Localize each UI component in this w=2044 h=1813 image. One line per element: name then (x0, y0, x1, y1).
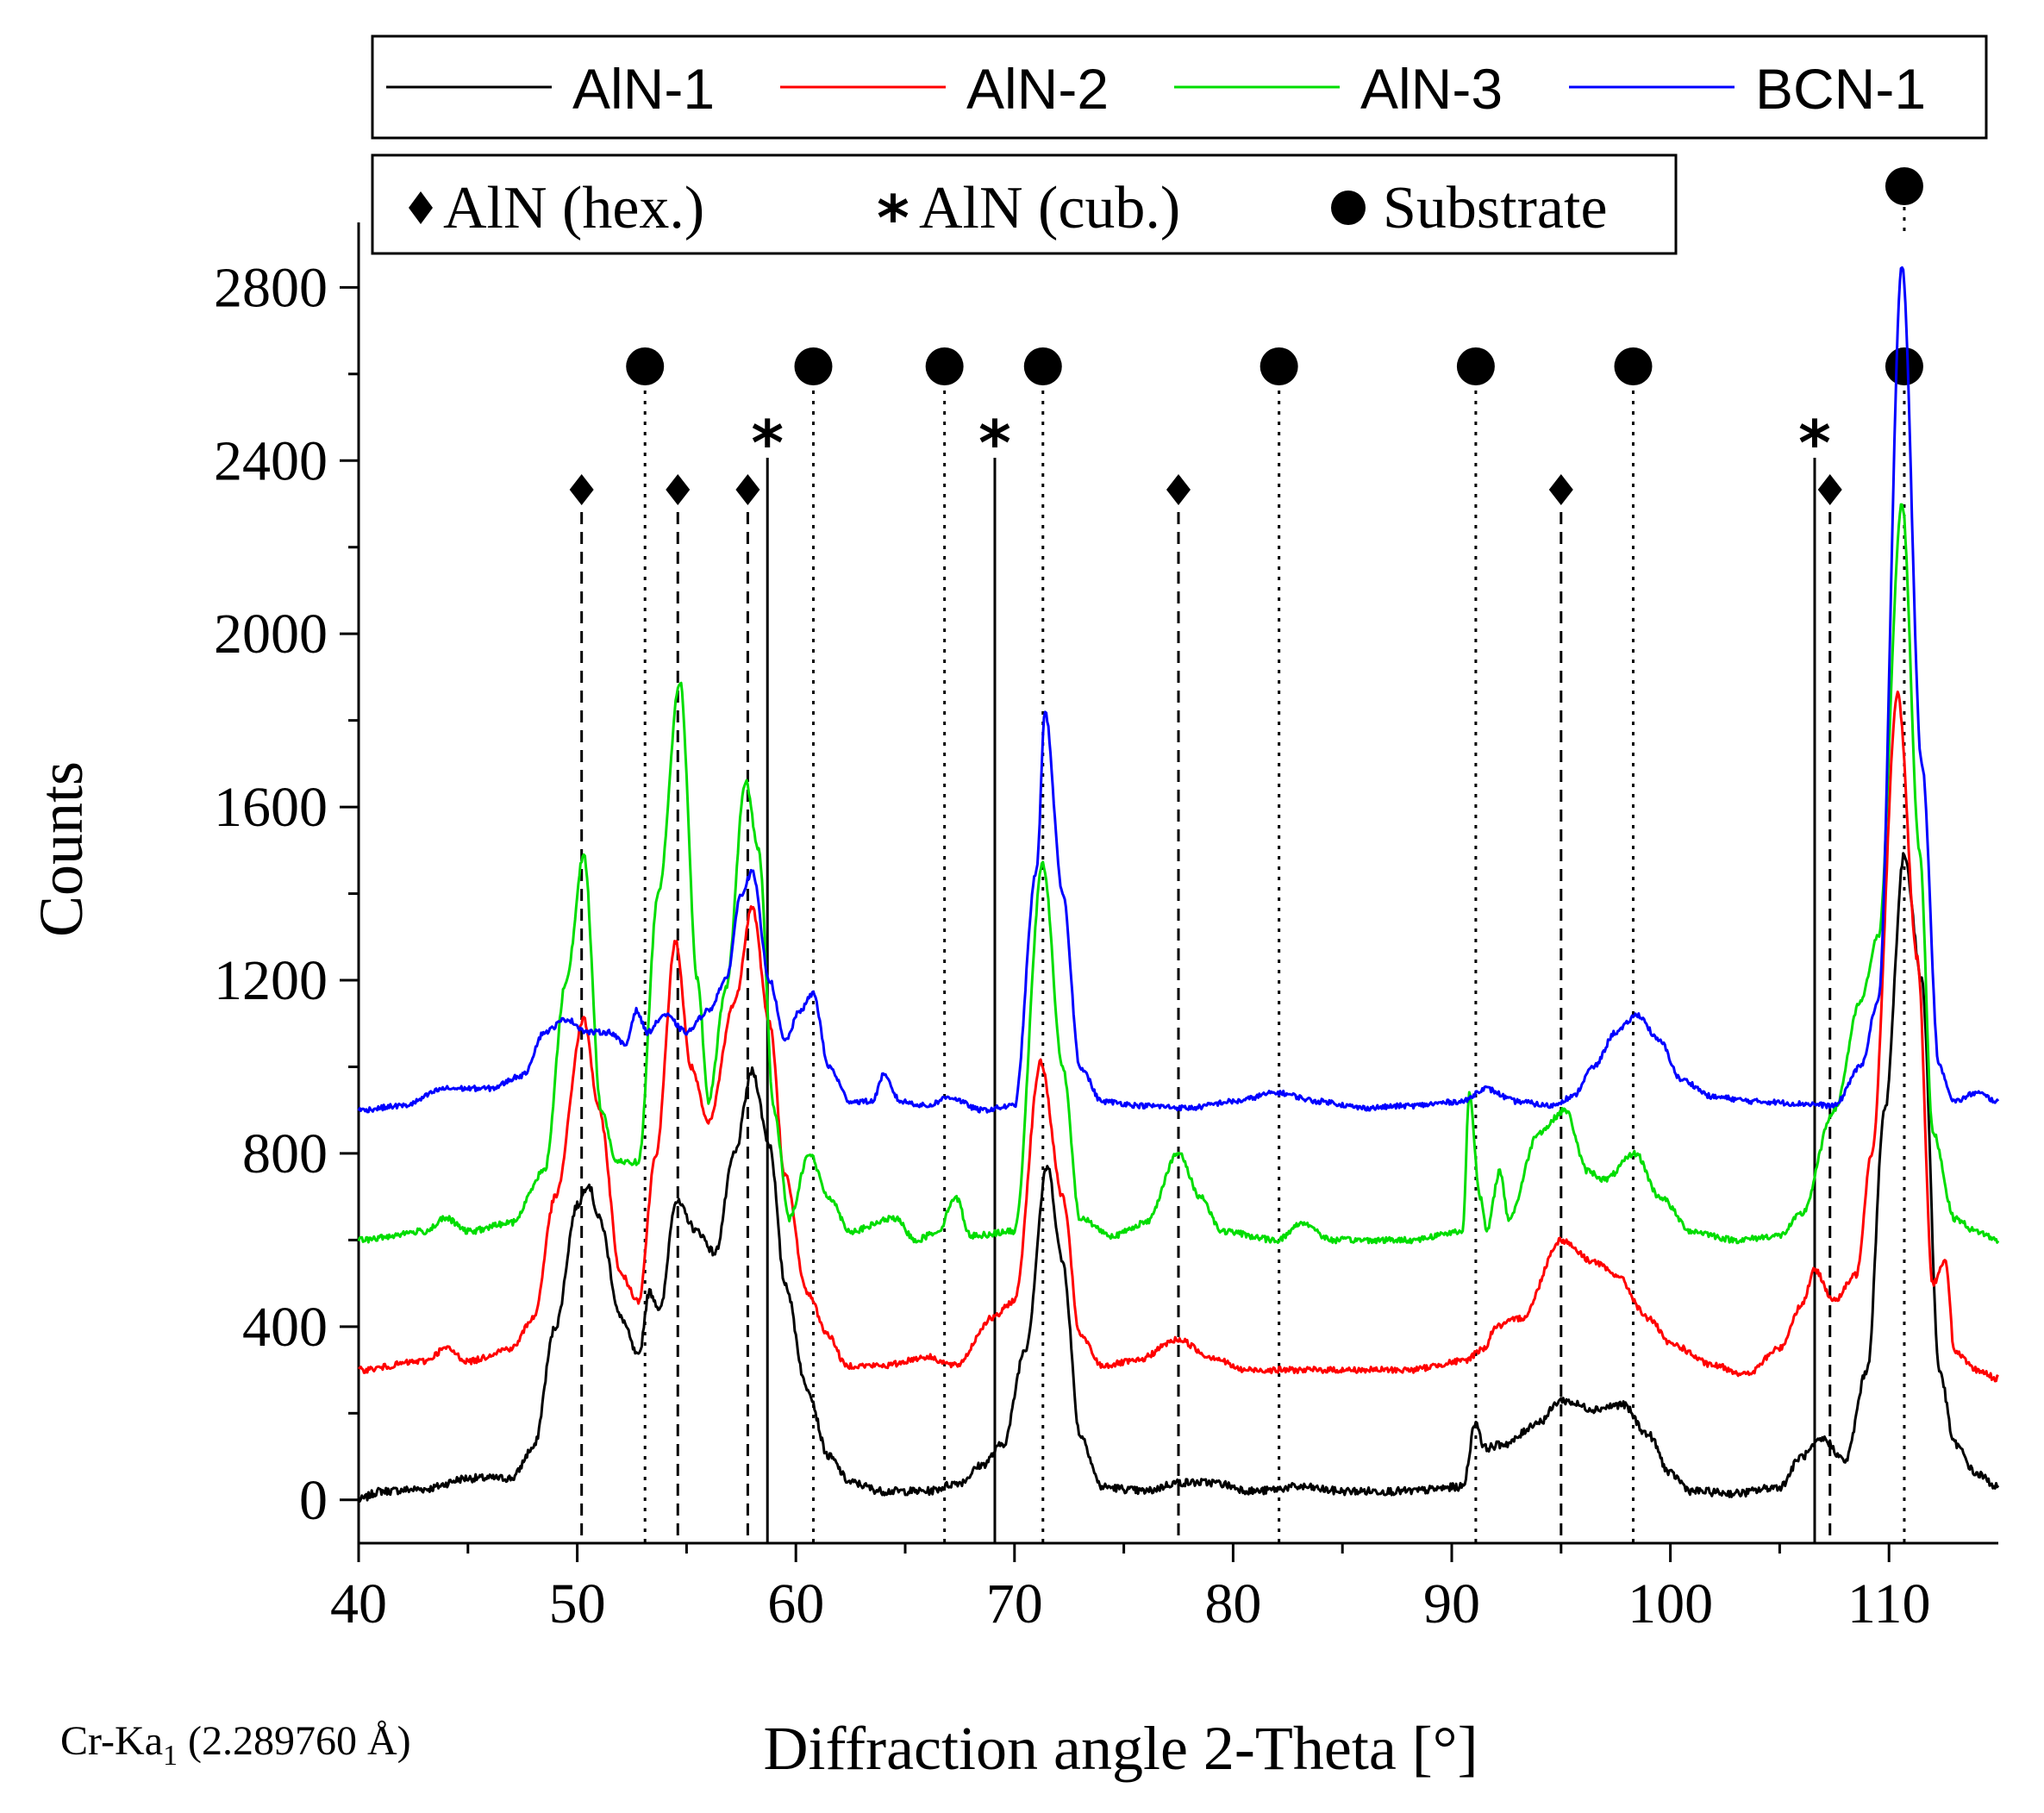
diamond-marker (1817, 474, 1842, 505)
x-tick-label: 50 (549, 1572, 606, 1635)
substrate-circle-marker (1023, 347, 1062, 385)
series-line-aln-3 (357, 503, 2000, 1245)
diamond-marker (1166, 474, 1191, 505)
phase-annotations: * * * (569, 167, 1923, 1543)
x-tick-label: 70 (986, 1572, 1043, 1635)
x-tick-label: 100 (1628, 1572, 1713, 1635)
y-tick-label: 1200 (214, 949, 328, 1012)
legend-diamond-icon (409, 191, 433, 224)
diamond-marker (735, 474, 760, 505)
legend-label-substrate: Substrate (1383, 175, 1608, 241)
x-tick-label: 40 (330, 1572, 387, 1635)
substrate-circle-marker (1260, 347, 1298, 385)
legend-label-aln-cub: AlN (cub.) (919, 175, 1180, 241)
y-tick-label: 2400 (214, 429, 328, 492)
radiation-prefix: Cr-Ka (60, 1718, 163, 1764)
radiation-suffix: (2.289760 Å) (178, 1718, 411, 1764)
star-marker: * (1798, 407, 1831, 479)
phase-legend: AlN (hex.) * AlN (cub.) Substrate (371, 153, 1678, 255)
series-line-aln-2 (358, 691, 2000, 1383)
series-line-aln-1 (357, 852, 2000, 1503)
y-tick-label: 2800 (214, 256, 328, 319)
x-tick-label: 90 (1423, 1572, 1480, 1635)
legend-label-aln1: AlN-1 (572, 57, 715, 121)
y-tick-label: 800 (242, 1122, 328, 1185)
radiation-subscript: 1 (163, 1740, 178, 1772)
x-tick-label: 110 (1847, 1572, 1931, 1635)
axes (340, 222, 1998, 1562)
legend-circle-icon (1331, 191, 1366, 225)
series-legend: AlN-1 AlN-2 AlN-3 BCN-1 (371, 34, 1988, 140)
diamond-marker (569, 474, 594, 505)
legend-star-icon: * (877, 182, 909, 254)
substrate-circle-marker (1885, 167, 1923, 205)
x-tick-label: 60 (767, 1572, 824, 1635)
y-tick-label: 2000 (214, 603, 328, 666)
series-line-bcn-1 (357, 266, 2000, 1114)
tick-labels: 40 50 60 70 80 90 100 110 0 400 800 1200 1600 2000 240… (214, 256, 1930, 1635)
series-lines (357, 266, 2000, 1503)
diamond-marker (1548, 474, 1573, 505)
phase-legend-box (371, 153, 1678, 255)
substrate-circle-marker (1614, 347, 1653, 385)
radiation-footnote: Cr-Ka1 (2.289760 Å) (60, 1718, 411, 1772)
y-axis-title: Counts (27, 761, 96, 937)
y-tick-label: 0 (299, 1469, 328, 1532)
x-tick-label: 80 (1204, 1572, 1261, 1635)
legend-label-aln-hex: AlN (hex.) (443, 175, 704, 241)
star-marker: * (978, 407, 1011, 479)
y-tick-label: 400 (242, 1296, 328, 1359)
substrate-circle-marker (626, 347, 665, 385)
legend-label-aln2: AlN-2 (966, 57, 1109, 121)
y-tick-label: 1600 (214, 776, 328, 839)
x-axis-title: Diffraction angle 2-Theta [°] (763, 1714, 1478, 1783)
star-marker: * (751, 407, 784, 479)
substrate-circle-marker (925, 347, 964, 385)
legend-label-bcn1: BCN-1 (1755, 57, 1926, 121)
legend-label-aln3: AlN-3 (1360, 57, 1503, 121)
substrate-circle-marker (1885, 347, 1923, 385)
substrate-circle-marker (794, 347, 833, 385)
substrate-circle-marker (1456, 347, 1495, 385)
diamond-marker (666, 474, 691, 505)
